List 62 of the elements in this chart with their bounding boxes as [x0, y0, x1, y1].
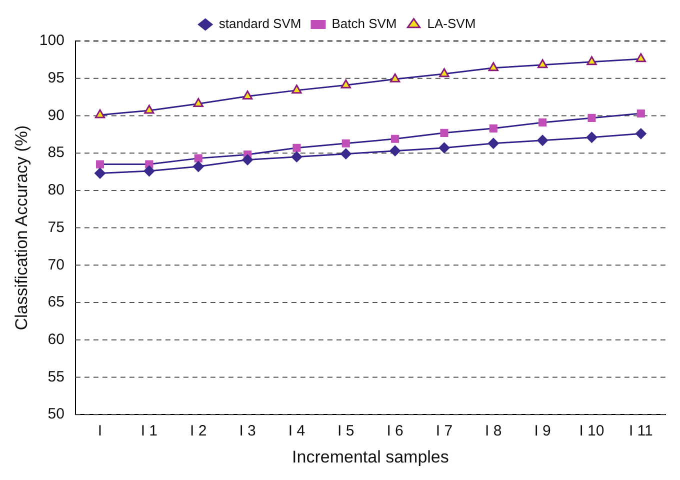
point — [144, 104, 154, 114]
y-tick-label: 100 — [39, 32, 64, 50]
y-tick-label: 85 — [48, 144, 64, 162]
point — [340, 148, 352, 160]
x-tick-label: I 9 — [534, 422, 551, 440]
point — [588, 114, 596, 122]
y-tick-label: 75 — [48, 218, 64, 236]
y-tick-label: 65 — [48, 294, 64, 311]
legend-label: standard SVM — [218, 16, 302, 32]
point — [340, 79, 351, 88]
point — [390, 73, 400, 82]
x-tick-label: I 11 — [628, 422, 653, 440]
point — [489, 124, 498, 132]
point — [96, 160, 104, 168]
point — [292, 84, 302, 94]
point — [537, 134, 548, 146]
point — [488, 138, 499, 149]
point — [440, 128, 448, 137]
y-tick-label: 55 — [48, 368, 64, 386]
x-tick-label: I 2 — [190, 422, 207, 440]
point — [390, 145, 401, 156]
point — [94, 168, 106, 179]
point — [193, 98, 204, 108]
point — [636, 53, 646, 62]
legend-label: LA-SVM — [427, 16, 476, 32]
point — [242, 154, 254, 166]
point — [488, 62, 498, 72]
y-tick-label: 70 — [48, 256, 64, 274]
point — [636, 109, 645, 118]
y-tick-label: 95 — [48, 70, 64, 86]
point — [537, 59, 548, 68]
point — [586, 56, 597, 66]
point — [391, 134, 400, 143]
x-tick-label: I 10 — [579, 422, 604, 440]
x-axis-title: Incremental samples — [292, 447, 449, 466]
point — [192, 161, 204, 172]
x-tick-label: I 3 — [239, 422, 256, 440]
y-tick-label: 90 — [48, 106, 64, 124]
point — [144, 166, 155, 177]
point — [94, 109, 106, 118]
point — [635, 128, 646, 140]
x-tick-label: I 1 — [140, 422, 158, 440]
point — [538, 118, 547, 126]
x-tick-label: I 8 — [485, 422, 502, 440]
x-tick-label: I — [98, 422, 102, 440]
point — [242, 90, 253, 100]
y-tick-label: 60 — [48, 331, 64, 348]
point — [194, 154, 202, 162]
x-tick-label: I 6 — [386, 422, 404, 440]
point — [439, 68, 450, 78]
y-tick-label: 50 — [48, 406, 64, 423]
y-axis-title: Classification Accuracy (%) — [12, 125, 31, 330]
point — [586, 132, 598, 143]
point — [342, 139, 350, 148]
point — [438, 142, 450, 154]
x-tick-label: I 4 — [288, 422, 306, 440]
point — [291, 151, 302, 162]
x-tick-label: I 5 — [338, 422, 354, 440]
x-tick-label: I 7 — [436, 422, 453, 440]
legend-label: Batch SVM — [332, 16, 397, 32]
point — [292, 144, 301, 152]
y-tick-label: 80 — [48, 182, 64, 199]
